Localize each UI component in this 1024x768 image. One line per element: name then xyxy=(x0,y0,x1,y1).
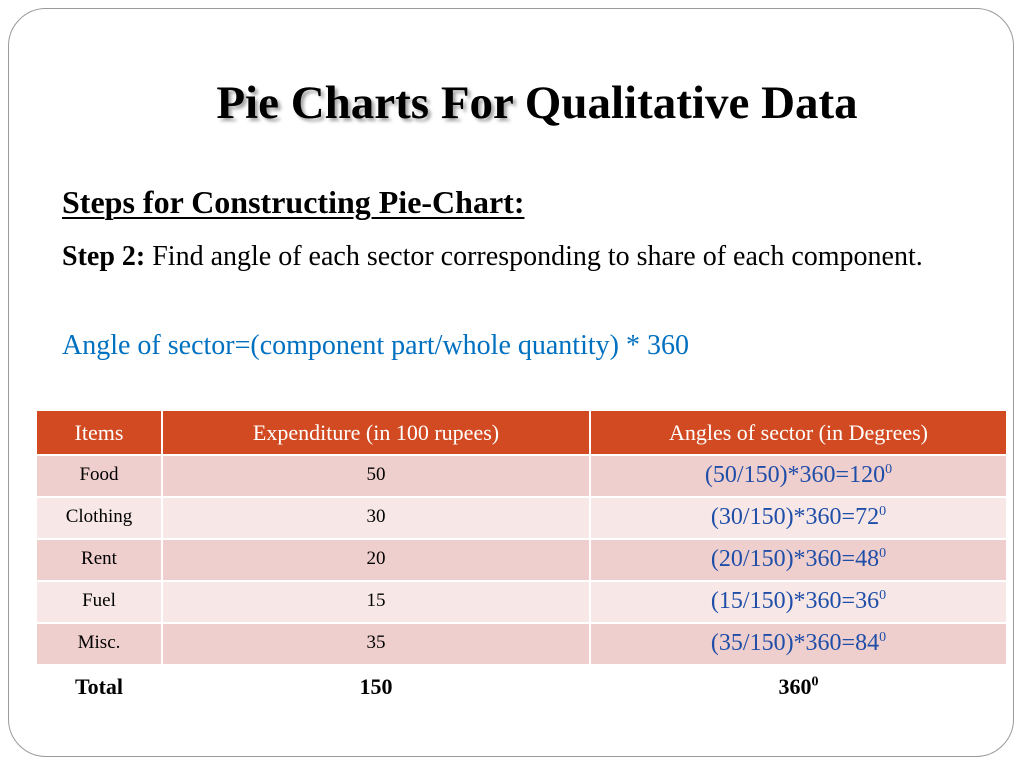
header-expenditure: Expenditure (in 100 rupees) xyxy=(161,409,591,456)
degree-sup: 0 xyxy=(879,588,887,603)
cell-angle: (35/150)*360=840 xyxy=(589,622,1008,666)
cell-expenditure: 50 xyxy=(161,454,591,498)
degree-sup: 0 xyxy=(811,674,819,690)
angle-value: (15/150)*360=36 xyxy=(710,588,880,614)
total-label: Total xyxy=(35,664,163,708)
cell-expenditure: 30 xyxy=(161,496,591,540)
cell-angle: (20/150)*360=480 xyxy=(589,538,1008,582)
cell-expenditure: 20 xyxy=(161,538,591,582)
degree-sup: 0 xyxy=(879,546,887,561)
angle-value: (30/150)*360=72 xyxy=(710,504,880,530)
cell-item: Food xyxy=(35,454,163,498)
section-heading: Steps for Constructing Pie-Chart: xyxy=(62,184,525,220)
cell-item: Misc. xyxy=(35,622,163,666)
total-angle: 3600 xyxy=(589,664,1008,708)
degree-sup: 0 xyxy=(879,630,887,645)
cell-expenditure: 15 xyxy=(161,580,591,624)
title-part-1: Pie Charts For xyxy=(216,77,514,129)
degree-sup: 0 xyxy=(879,504,887,519)
title-part-2: Qualitative Data xyxy=(524,77,858,129)
table-row: Fuel 15 (15/150)*360=360 xyxy=(35,580,1008,624)
table-row: Rent 20 (20/150)*360=480 xyxy=(35,538,1008,582)
step-description: Step 2: Find angle of each sector corres… xyxy=(62,236,962,278)
total-expenditure: 150 xyxy=(161,664,591,708)
table-header-row: Items Expenditure (in 100 rupees) Angles… xyxy=(35,409,1008,456)
cell-angle: (30/150)*360=720 xyxy=(589,496,1008,540)
header-items: Items xyxy=(35,409,163,456)
step-body: Find angle of each sector corresponding … xyxy=(152,241,923,272)
table-total-row: Total 150 3600 xyxy=(35,664,1008,708)
cell-expenditure: 35 xyxy=(161,622,591,666)
angle-value: (35/150)*360=84 xyxy=(710,630,880,656)
slide-title: Pie Charts For Qualitative Data xyxy=(0,72,1024,134)
cell-item: Clothing xyxy=(35,496,163,540)
degree-sup: 0 xyxy=(885,462,893,477)
cell-angle: (50/150)*360=1200 xyxy=(589,454,1008,498)
expenditure-table: Items Expenditure (in 100 rupees) Angles… xyxy=(35,409,1008,708)
cell-item: Rent xyxy=(35,538,163,582)
formula-text: Angle of sector=(component part/whole qu… xyxy=(62,330,689,361)
cell-item: Fuel xyxy=(35,580,163,624)
table-row: Misc. 35 (35/150)*360=840 xyxy=(35,622,1008,666)
table-row: Food 50 (50/150)*360=1200 xyxy=(35,454,1008,498)
step-label: Step 2: xyxy=(62,241,146,272)
angle-value: (20/150)*360=48 xyxy=(710,546,880,572)
total-angle-value: 360 xyxy=(778,674,812,699)
angle-value: (50/150)*360=120 xyxy=(704,462,886,488)
table-row: Clothing 30 (30/150)*360=720 xyxy=(35,496,1008,540)
cell-angle: (15/150)*360=360 xyxy=(589,580,1008,624)
header-angle: Angles of sector (in Degrees) xyxy=(589,409,1008,456)
